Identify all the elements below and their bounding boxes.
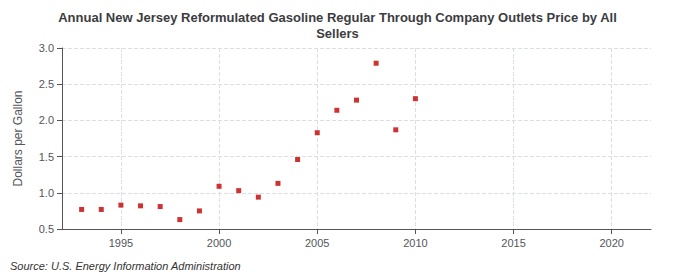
svg-text:Dollars per Gallon: Dollars per Gallon xyxy=(11,90,25,186)
svg-text:2015: 2015 xyxy=(501,237,525,249)
svg-text:1.0: 1.0 xyxy=(39,187,54,199)
svg-text:1995: 1995 xyxy=(109,237,133,249)
svg-text:Annual New Jersey Reformulated: Annual New Jersey Reformulated Gasoline … xyxy=(58,10,617,25)
svg-text:Source: U.S. Energy Informatio: Source: U.S. Energy Information Administ… xyxy=(10,260,241,272)
svg-text:2020: 2020 xyxy=(599,237,623,249)
svg-text:2005: 2005 xyxy=(305,237,329,249)
svg-text:0.5: 0.5 xyxy=(39,223,54,235)
svg-text:3.0: 3.0 xyxy=(39,42,54,54)
svg-text:Sellers: Sellers xyxy=(316,26,359,41)
svg-text:1.5: 1.5 xyxy=(39,151,54,163)
svg-text:2000: 2000 xyxy=(207,237,231,249)
svg-text:2010: 2010 xyxy=(403,237,427,249)
svg-text:2.0: 2.0 xyxy=(39,114,54,126)
svg-text:2.5: 2.5 xyxy=(39,78,54,90)
